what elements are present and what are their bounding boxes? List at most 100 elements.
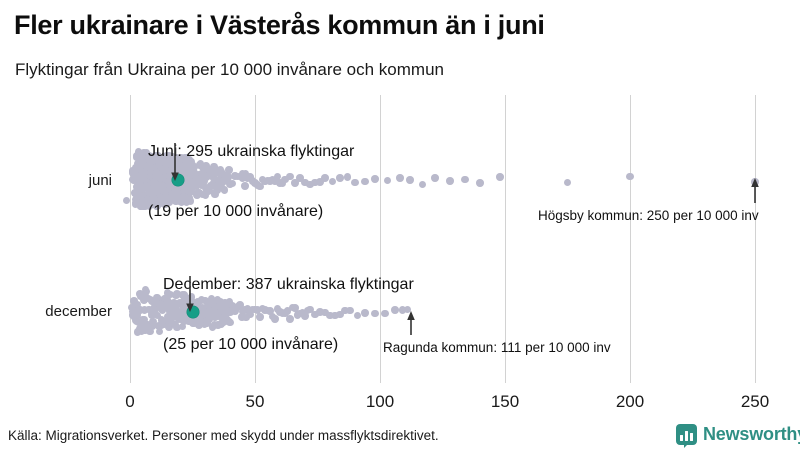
swarm-dot xyxy=(133,300,141,309)
swarm-dot xyxy=(190,169,199,177)
swarm-dot xyxy=(136,306,144,314)
swarm-dot xyxy=(346,306,354,315)
swarm-dot xyxy=(164,312,172,321)
swarm-dot xyxy=(169,313,178,322)
page-title: Fler ukrainare i Västerås kommun än i ju… xyxy=(14,10,545,40)
swarm-dot xyxy=(205,315,213,324)
gridline-200 xyxy=(630,95,631,383)
swarm-dot xyxy=(286,315,294,323)
swarm-dot xyxy=(336,174,344,182)
swarm-dot xyxy=(476,179,484,187)
arrow-juni-head xyxy=(171,172,179,181)
swarm-dot xyxy=(173,323,181,332)
swarm-dot xyxy=(256,182,264,191)
y-axis-label-december: december xyxy=(45,303,112,320)
swarm-dot xyxy=(306,305,314,314)
x-tick-label-150: 150 xyxy=(490,392,520,411)
newsworthy-logo[interactable]: Newsworthy xyxy=(676,424,800,448)
swarm-dot xyxy=(136,292,145,300)
swarm-dot xyxy=(160,200,169,208)
swarm-dot xyxy=(157,195,165,204)
swarm-dot xyxy=(381,309,389,318)
swarm-dot xyxy=(418,180,427,189)
swarm-dot xyxy=(431,174,439,182)
swarm-dot xyxy=(140,306,149,314)
swarm-dot xyxy=(283,307,292,315)
swarm-dot xyxy=(291,179,299,187)
swarm-dot xyxy=(212,306,220,315)
swarm-dot xyxy=(331,311,339,320)
swarm-dot xyxy=(328,177,337,186)
swarm-dot xyxy=(122,196,130,205)
swarm-dot xyxy=(238,313,246,321)
swarm-dot xyxy=(563,178,572,187)
x-tick-label-250: 250 xyxy=(740,392,770,411)
swarm-dot xyxy=(326,311,334,320)
gridline-0 xyxy=(130,95,131,383)
swarm-dot xyxy=(301,178,309,187)
swarm-dot xyxy=(256,313,264,321)
swarm-dot xyxy=(446,177,454,185)
swarm-dot xyxy=(221,299,229,307)
swarm-dot xyxy=(202,162,210,170)
swarm-dot xyxy=(383,176,392,185)
swarm-dot xyxy=(140,296,148,304)
x-tick-label-50: 50 xyxy=(245,392,265,411)
swarm-dot xyxy=(271,315,279,323)
swarm-dot xyxy=(236,301,244,309)
swarm-dot xyxy=(186,197,195,205)
swarm-dot xyxy=(155,327,164,336)
swarm-dot xyxy=(321,308,329,317)
swarm-dot xyxy=(149,317,157,326)
swarm-dot xyxy=(146,327,154,336)
logo-text: Newsworthy xyxy=(703,424,800,444)
annotation-december-line1: December: 387 ukrainska flyktingar xyxy=(163,276,414,293)
swarm-dot xyxy=(226,318,234,327)
swarm-dot xyxy=(132,174,140,182)
swarm-dot xyxy=(199,304,208,313)
swarm-dot xyxy=(241,182,249,190)
swarm-dot xyxy=(149,167,157,175)
swarm-dot xyxy=(156,199,164,208)
swarm-dot xyxy=(211,190,219,198)
annotation-december-line2: (25 per 10 000 invånare) xyxy=(163,336,339,353)
swarm-dot xyxy=(228,301,237,310)
annotation-juni: Juni: 295 ukrainska flyktingar (19 per 1… xyxy=(148,102,354,262)
x-tick-label-100: 100 xyxy=(365,392,395,411)
swarm-dot xyxy=(316,308,324,316)
swarm-dot xyxy=(173,290,181,298)
swarm-dot xyxy=(210,170,218,178)
y-axis-label-juni: juni xyxy=(88,172,112,189)
gridline-150 xyxy=(505,95,506,383)
swarm-dot xyxy=(311,310,319,319)
swarm-dot xyxy=(241,169,250,178)
swarm-dot xyxy=(218,170,227,178)
swarm-dot xyxy=(190,319,198,327)
swarm-dot xyxy=(343,173,352,181)
swarm-dot xyxy=(286,172,294,181)
swarm-dot xyxy=(195,321,203,329)
swarm-dot xyxy=(351,178,359,187)
swarm-dot xyxy=(153,311,162,320)
swarm-dot xyxy=(238,174,246,182)
swarm-dot xyxy=(371,175,379,183)
swarm-dot xyxy=(278,179,287,188)
swarm-dot xyxy=(178,322,187,331)
swarm-dot xyxy=(228,179,237,188)
page-subtitle: Flyktingar från Ukraina per 10 000 invån… xyxy=(15,60,444,79)
swarm-dot xyxy=(194,180,202,189)
swarm-dot xyxy=(353,311,362,320)
swarm-dot xyxy=(391,306,399,314)
swarm-dot xyxy=(129,169,137,177)
swarm-dot xyxy=(216,307,225,316)
swarm-dot xyxy=(148,322,157,330)
swarm-dot xyxy=(216,297,224,306)
swarm-dot xyxy=(201,191,210,200)
gridline-250 xyxy=(755,95,756,383)
swarm-dot xyxy=(291,304,299,312)
swarm-dot xyxy=(253,306,262,314)
swarm-dot xyxy=(141,326,149,335)
swarm-dot xyxy=(143,321,152,329)
x-tick-label-200: 200 xyxy=(615,392,645,411)
swarm-dot xyxy=(164,300,173,308)
